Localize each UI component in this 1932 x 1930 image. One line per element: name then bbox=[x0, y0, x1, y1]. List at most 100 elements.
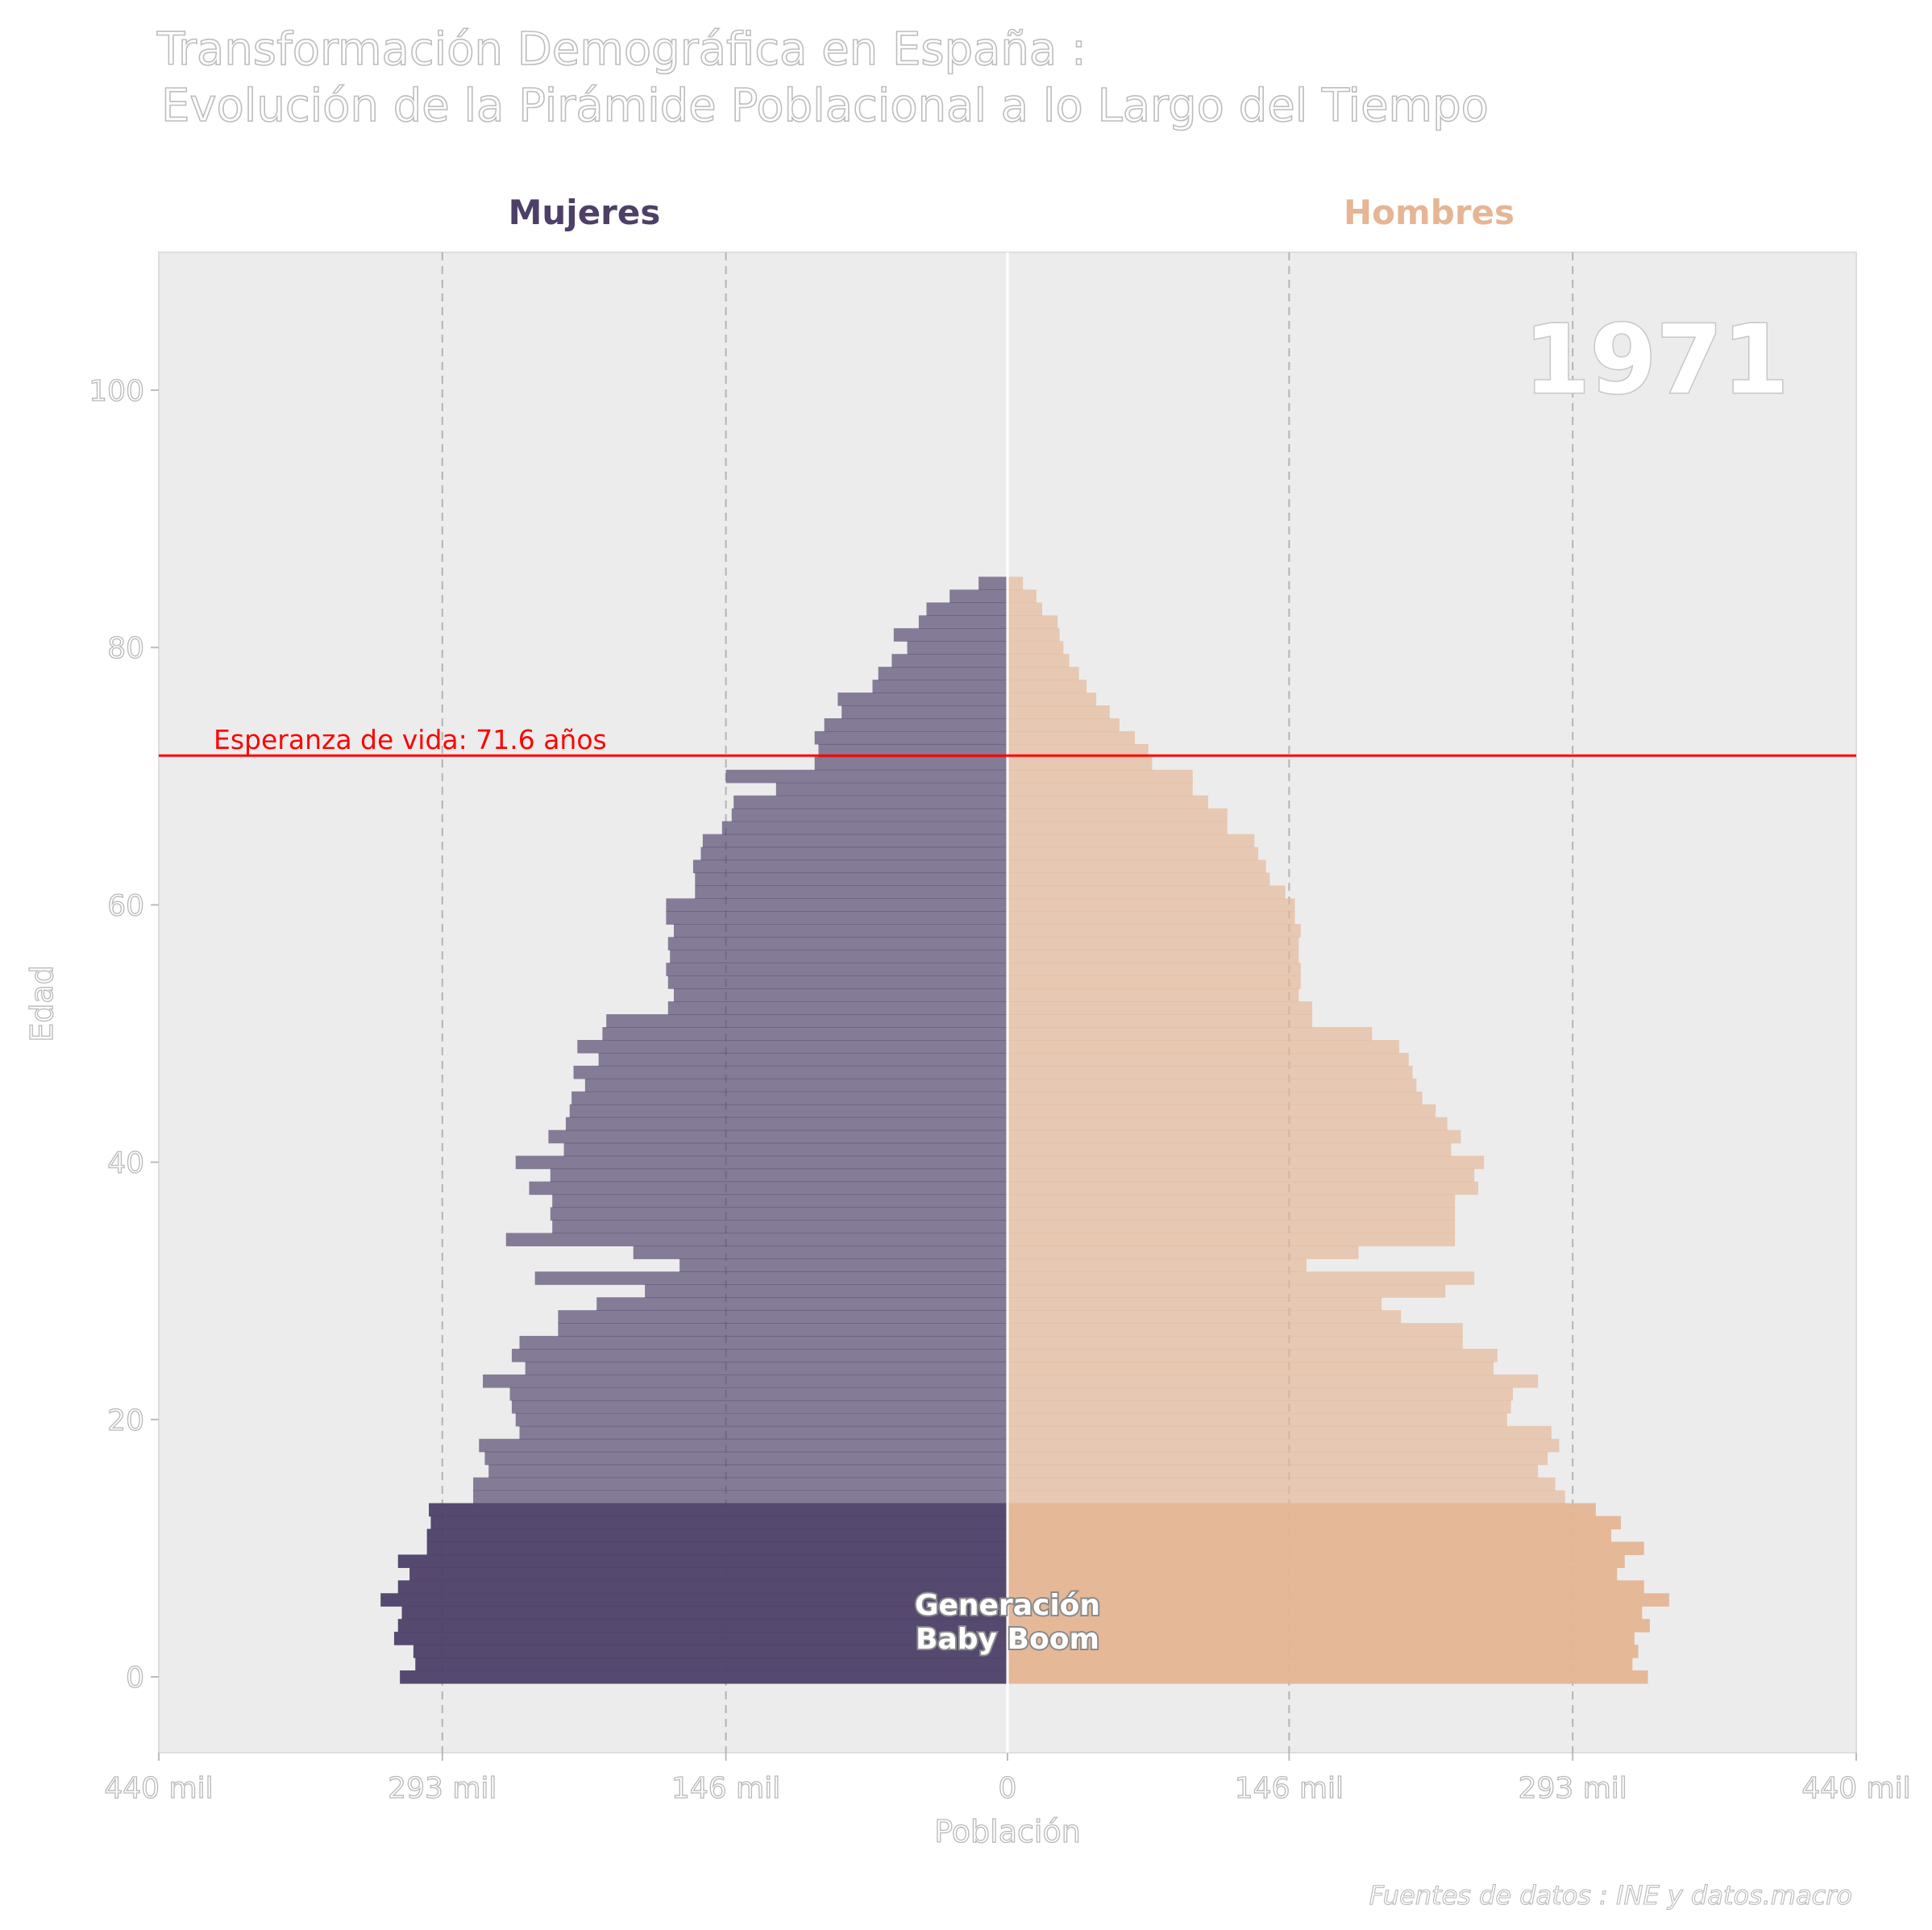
bar-mujeres-age-1 bbox=[415, 1658, 1008, 1671]
bar-mujeres-age-46 bbox=[584, 1078, 1008, 1092]
bar-mujeres-age-35 bbox=[552, 1220, 1008, 1233]
chart-title-line2: Evolución de la Pirámide Poblacional a l… bbox=[161, 80, 1489, 132]
bar-mujeres-age-22 bbox=[509, 1387, 1008, 1401]
bar-hombres-age-26 bbox=[1008, 1336, 1463, 1350]
bar-hombres-age-7 bbox=[1008, 1580, 1644, 1594]
bar-hombres-age-54 bbox=[1008, 975, 1301, 989]
bar-mujeres-age-52 bbox=[667, 1001, 1008, 1015]
facet-label-mujeres: Mujeres bbox=[509, 193, 661, 232]
bar-mujeres-age-27 bbox=[558, 1323, 1008, 1337]
bar-mujeres-age-58 bbox=[673, 924, 1008, 938]
bar-mujeres-age-19 bbox=[519, 1425, 1008, 1440]
bar-hombres-age-34 bbox=[1008, 1233, 1456, 1246]
x-tick-label-6: 440 mil bbox=[1801, 1772, 1910, 1805]
bar-mujeres-age-18 bbox=[479, 1438, 1008, 1453]
bar-hombres-age-46 bbox=[1008, 1078, 1417, 1092]
bar-mujeres-age-11 bbox=[426, 1529, 1008, 1543]
bar-hombres-age-63 bbox=[1008, 859, 1266, 874]
bar-hombres-age-3 bbox=[1008, 1632, 1635, 1645]
bar-mujeres-age-24 bbox=[525, 1361, 1008, 1375]
bar-hombres-age-15 bbox=[1008, 1477, 1556, 1491]
bar-mujeres-age-64 bbox=[700, 846, 1008, 861]
bar-mujeres-age-72 bbox=[818, 743, 1008, 758]
bar-hombres-age-68 bbox=[1008, 795, 1208, 809]
bar-hombres-age-16 bbox=[1008, 1464, 1539, 1479]
x-tick-label-5: 293 mil bbox=[1519, 1772, 1627, 1805]
x-axis-ticks: 440 mil 293 mil 146 mil 0 146 mil 293 mil 440 … bbox=[104, 1753, 1911, 1806]
bar-hombres-age-49 bbox=[1008, 1039, 1399, 1054]
bar-hombres-age-20 bbox=[1008, 1412, 1507, 1427]
bar-mujeres-age-12 bbox=[430, 1516, 1008, 1530]
bar-mujeres-age-57 bbox=[667, 937, 1008, 950]
x-tick-label-3: 0 bbox=[999, 1772, 1017, 1805]
bar-mujeres-age-29 bbox=[596, 1297, 1008, 1311]
bar-hombres-age-70 bbox=[1008, 769, 1193, 784]
bar-mujeres-age-0 bbox=[400, 1670, 1008, 1684]
bar-hombres-age-64 bbox=[1008, 846, 1259, 861]
bar-mujeres-age-54 bbox=[667, 975, 1008, 989]
y-tick-label-0: 0 bbox=[126, 1662, 144, 1695]
bar-mujeres-age-76 bbox=[837, 693, 1008, 706]
bar-mujeres-age-16 bbox=[488, 1464, 1008, 1479]
bar-hombres-age-83 bbox=[1008, 602, 1043, 616]
x-axis-title: Población bbox=[934, 1814, 1081, 1849]
bars bbox=[473, 576, 1565, 1504]
bar-hombres-age-36 bbox=[1008, 1207, 1456, 1221]
bar-mujeres-age-75 bbox=[841, 705, 1008, 719]
x-tick-label-2: 146 mil bbox=[671, 1772, 780, 1805]
bar-hombres-age-53 bbox=[1008, 988, 1299, 1002]
bar-hombres-age-39 bbox=[1008, 1168, 1475, 1183]
bar-hombres-age-44 bbox=[1008, 1104, 1436, 1118]
y-axis-title: Edad bbox=[24, 965, 60, 1042]
bar-mujeres-age-59 bbox=[666, 911, 1008, 925]
bar-mujeres-age-49 bbox=[577, 1039, 1008, 1054]
bar-mujeres-age-80 bbox=[907, 641, 1008, 655]
bar-mujeres-age-9 bbox=[397, 1554, 1008, 1568]
bar-hombres-age-85 bbox=[1008, 576, 1024, 590]
bar-mujeres-age-55 bbox=[666, 963, 1008, 976]
bar-mujeres-age-14 bbox=[473, 1490, 1008, 1504]
bar-mujeres-age-45 bbox=[571, 1091, 1008, 1105]
bar-hombres-age-56 bbox=[1008, 950, 1299, 963]
bar-hombres-age-71 bbox=[1008, 756, 1153, 771]
bar-hombres-age-24 bbox=[1008, 1361, 1494, 1375]
bar-mujeres-age-26 bbox=[519, 1336, 1008, 1350]
bar-mujeres-age-71 bbox=[814, 756, 1008, 771]
bar-hombres-age-27 bbox=[1008, 1323, 1463, 1337]
bar-mujeres-age-79 bbox=[891, 654, 1008, 668]
bar-hombres-age-8 bbox=[1008, 1567, 1618, 1581]
bar-hombres-age-33 bbox=[1008, 1246, 1359, 1259]
bar-hombres-age-45 bbox=[1008, 1091, 1423, 1105]
bar-hombres-age-57 bbox=[1008, 937, 1299, 950]
y-tick-label-2: 40 bbox=[107, 1147, 144, 1180]
bar-hombres-age-76 bbox=[1008, 693, 1097, 706]
bar-mujeres-age-23 bbox=[483, 1374, 1008, 1388]
bar-mujeres-age-47 bbox=[573, 1065, 1008, 1079]
bar-mujeres-age-3 bbox=[393, 1632, 1008, 1645]
bar-mujeres-age-10 bbox=[426, 1541, 1008, 1555]
life-expectancy-label: Esperanza de vida: 71.6 años bbox=[214, 724, 607, 755]
bar-hombres-age-78 bbox=[1008, 667, 1079, 680]
y-tick-label-1: 20 bbox=[107, 1404, 144, 1437]
bar-mujeres-age-68 bbox=[733, 795, 1008, 809]
y-axis-ticks: 0 20 40 60 80 100 bbox=[89, 374, 159, 1695]
bar-mujeres-age-20 bbox=[515, 1412, 1008, 1427]
bar-mujeres-age-74 bbox=[824, 718, 1008, 732]
bar-hombres-age-17 bbox=[1008, 1451, 1548, 1466]
year-label: 1971 bbox=[1524, 304, 1789, 415]
bar-hombres-age-38 bbox=[1008, 1181, 1478, 1196]
bar-mujeres-age-15 bbox=[473, 1477, 1008, 1491]
bar-hombres-age-75 bbox=[1008, 705, 1110, 719]
bar-mujeres-age-63 bbox=[692, 859, 1008, 874]
x-tick-label-1: 293 mil bbox=[388, 1772, 497, 1805]
bar-hombres-age-59 bbox=[1008, 911, 1295, 925]
bar-mujeres-age-37 bbox=[552, 1194, 1008, 1208]
bar-mujeres-age-78 bbox=[878, 667, 1008, 680]
bar-mujeres-age-51 bbox=[606, 1014, 1008, 1028]
bar-hombres-age-11 bbox=[1008, 1529, 1612, 1543]
bar-mujeres-age-82 bbox=[918, 615, 1008, 629]
y-tick-label-4: 80 bbox=[107, 632, 144, 665]
bar-mujeres-age-31 bbox=[534, 1271, 1008, 1285]
bar-hombres-age-52 bbox=[1008, 1001, 1313, 1015]
